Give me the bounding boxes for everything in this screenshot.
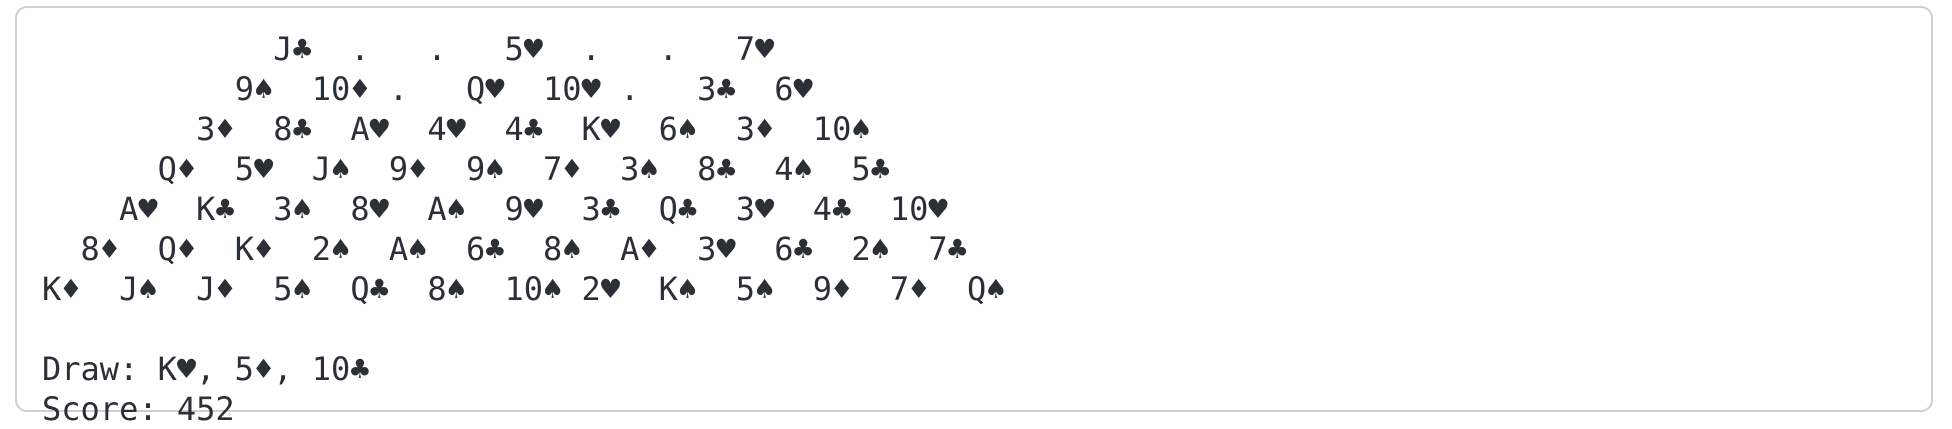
card: 2♠ — [311, 230, 351, 268]
card: 9♠ — [234, 70, 274, 108]
card: Q♦ — [157, 230, 197, 268]
card: J♣ — [273, 30, 312, 68]
card: 5♥ — [234, 150, 274, 188]
card: 8♠ — [543, 230, 582, 268]
card: 2♠ — [851, 230, 890, 268]
card: . — [581, 30, 601, 68]
card: 10♥ — [889, 190, 948, 228]
card: Q♣ — [658, 190, 698, 228]
card: Q♦ — [157, 150, 197, 188]
card: 5♣ — [851, 150, 890, 188]
card: K♠ — [658, 270, 698, 308]
card: 4♠ — [774, 150, 813, 188]
card: A♥ — [350, 110, 389, 148]
card: 5♠ — [273, 270, 312, 308]
card: 10♥ — [543, 70, 601, 108]
card: A♥ — [119, 190, 158, 228]
card: 3♦ — [735, 110, 775, 148]
card: 3♥ — [735, 190, 775, 228]
card: 8♣ — [273, 110, 312, 148]
card: 9♦ — [388, 150, 428, 188]
draw-line: Draw: K♥, 5♦, 10♣ — [42, 350, 370, 388]
card: 3♠ — [620, 150, 659, 188]
card: 2♥ — [581, 270, 621, 308]
card: J♦ — [196, 270, 235, 308]
card: K♣ — [196, 190, 235, 228]
card: K♥ — [581, 110, 621, 148]
card: . — [620, 70, 640, 108]
card: 7♣ — [928, 230, 967, 268]
card: . — [427, 30, 447, 68]
card: . — [658, 30, 678, 68]
card: 7♦ — [889, 270, 929, 308]
card: 3♣ — [697, 70, 736, 108]
card: K♦ — [42, 270, 81, 308]
card: 9♦ — [812, 270, 852, 308]
card: 10♠ — [812, 110, 871, 148]
card: 7♦ — [543, 150, 582, 188]
card: 6♥ — [774, 70, 813, 108]
card: A♠ — [427, 190, 466, 228]
score-line: Score: 452 — [42, 390, 235, 428]
card: . — [388, 70, 409, 108]
card: . — [350, 30, 370, 68]
card: 4♣ — [504, 110, 543, 148]
card: J♠ — [311, 150, 351, 188]
card: 8♥ — [350, 190, 389, 228]
output-panel — [15, 6, 1933, 412]
card: J♠ — [119, 270, 158, 308]
card: 4♣ — [812, 190, 852, 228]
card: 6♣ — [465, 230, 505, 268]
card: 10♠ — [504, 270, 563, 308]
card: A♠ — [388, 230, 428, 268]
card: Q♠ — [966, 270, 1006, 308]
card: 5♠ — [735, 270, 775, 308]
card: 8♣ — [697, 150, 736, 188]
card: 8♦ — [80, 230, 120, 268]
card: 3♣ — [581, 190, 621, 228]
card: K♦ — [234, 230, 274, 268]
card: 6♠ — [658, 110, 698, 148]
card: 4♥ — [427, 110, 466, 148]
card: 6♣ — [774, 230, 813, 268]
card: Q♣ — [350, 270, 389, 308]
card: 5♥ — [504, 30, 543, 68]
card: 3♥ — [697, 230, 736, 268]
card: Q♥ — [465, 70, 505, 108]
card: 8♠ — [427, 270, 466, 308]
card: 10♦ — [311, 70, 370, 108]
card: 3♦ — [196, 110, 235, 148]
card: A♦ — [620, 230, 659, 268]
card: 9♥ — [504, 190, 543, 228]
card: 3♠ — [273, 190, 312, 228]
card: 9♠ — [465, 150, 505, 188]
card: 7♥ — [735, 30, 775, 68]
